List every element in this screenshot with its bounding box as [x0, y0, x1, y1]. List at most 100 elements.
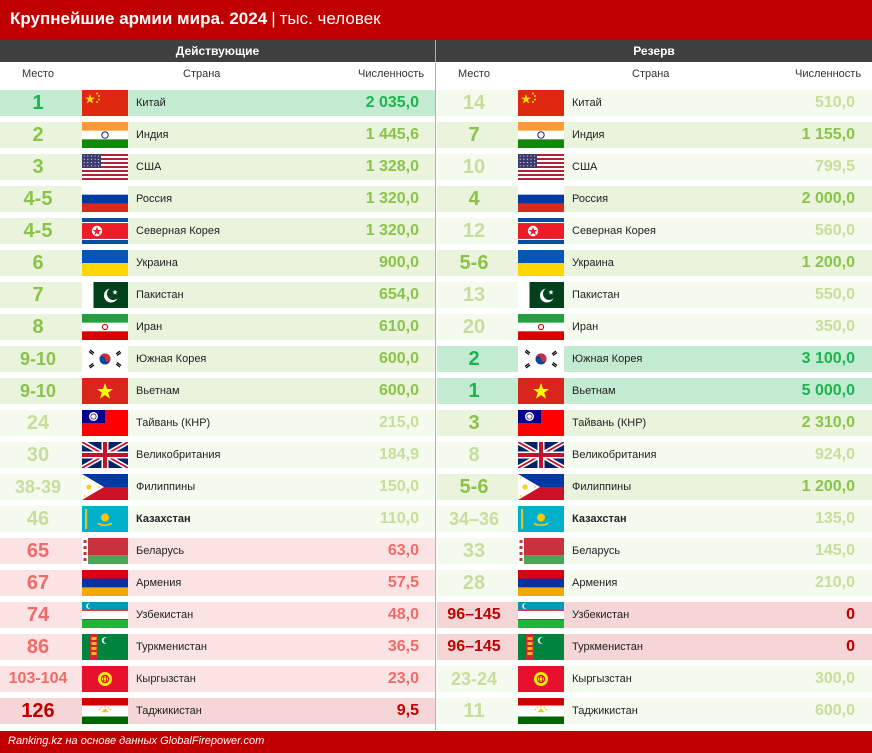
table-row-active: 46 Казахстан 110,0	[0, 506, 435, 532]
country-name-active: Китай	[136, 97, 166, 109]
rank-active: 4-5	[23, 220, 53, 242]
country-name-active: Армения	[136, 577, 182, 589]
count-value-active: 9,5	[396, 702, 419, 719]
flag-philippines-icon	[518, 474, 564, 500]
table-row-reserve: 96–145 Туркменистан 0	[437, 634, 872, 660]
flag-tajikistan-icon	[518, 698, 564, 724]
country-name-active: Тайвань (КНР)	[136, 417, 211, 429]
country-name-reserve: Туркменистан	[572, 641, 643, 653]
flag-iran-icon	[82, 314, 128, 340]
count-value-reserve: 0	[846, 638, 855, 655]
rank-reserve: 11	[463, 700, 485, 722]
count-value-active: 600,0	[378, 382, 419, 399]
country-name-active: Филиппины	[136, 481, 196, 493]
count-value-active: 1 320,0	[365, 222, 419, 239]
table-row-reserve: 1 Вьетнам 5 000,0	[437, 378, 872, 404]
count-value-reserve: 1 200,0	[801, 254, 855, 271]
country-name-active: Туркменистан	[136, 641, 207, 653]
flag-vietnam-icon	[82, 378, 128, 404]
title-bar: Крупнейшие армии мира. 2024 | тыс. человек	[0, 0, 872, 40]
count-value-reserve: 550,0	[814, 286, 855, 303]
rank-reserve: 28	[462, 572, 486, 594]
flag-usa-icon	[82, 154, 128, 180]
country-name-active: Таджикистан	[136, 705, 202, 717]
table-row-reserve: 13 Пакистан 550,0	[437, 282, 872, 308]
flag-uzbekistan-icon	[82, 602, 128, 628]
table-row-active: 9-10 Южная Корея 600,0	[0, 346, 435, 372]
count-value-reserve: 350,0	[814, 318, 855, 335]
rank-reserve: 96–145	[447, 638, 501, 655]
flag-india-icon	[82, 122, 128, 148]
flag-kazakhstan-icon	[82, 506, 128, 532]
footer-bar: Ranking.kz на основе данных GlobalFirepo…	[0, 731, 872, 753]
country-name-reserve: Иран	[572, 321, 599, 333]
table-row-reserve: 3 Тайвань (КНР) 2 310,0	[437, 410, 872, 436]
table-row-active: 1 Китай 2 035,0	[0, 90, 435, 116]
country-name-reserve: Беларусь	[572, 545, 621, 557]
rank-reserve: 8	[468, 444, 480, 466]
flag-russia-icon	[518, 186, 564, 212]
country-name-reserve: Филиппины	[572, 481, 632, 493]
country-name-active: Индия	[136, 129, 169, 141]
country-name-reserve: Вьетнам	[572, 385, 616, 397]
table-row-reserve: 5-6 Филиппины 1 200,0	[437, 474, 872, 500]
count-value-active: 48,0	[387, 606, 419, 623]
table-row-active: 74 Узбекистан 48,0	[0, 602, 435, 628]
count-value-active: 63,0	[387, 542, 419, 559]
count-value-reserve: 135,0	[814, 510, 855, 527]
country-name-reserve: Китай	[572, 97, 602, 109]
rank-reserve: 33	[462, 540, 486, 562]
title-main: Крупнейшие армии мира. 2024	[10, 9, 268, 28]
count-value-active: 1 445,6	[365, 126, 419, 143]
count-value-reserve: 3 100,0	[801, 350, 855, 367]
page-title: Крупнейшие армии мира. 2024 | тыс. человек	[10, 9, 381, 29]
country-name-reserve: Таджикистан	[572, 705, 638, 717]
country-name-reserve: Россия	[572, 193, 609, 205]
flag-tajikistan-icon	[82, 698, 128, 724]
table-row-active: 30 Великобритания 184,9	[0, 442, 435, 468]
rank-reserve: 96–145	[447, 606, 501, 623]
rank-active: 46	[26, 508, 50, 530]
rank-active: 67	[26, 572, 50, 594]
flag-turkmenistan-icon	[518, 634, 564, 660]
flag-turkmenistan-icon	[82, 634, 128, 660]
column-header-count-active: Численность	[358, 68, 425, 80]
flag-uk-icon	[82, 442, 128, 468]
country-name-reserve: США	[572, 161, 598, 173]
flag-kazakhstan-icon	[518, 506, 564, 532]
table-row-active: 24 Тайвань (КНР) 215,0	[0, 410, 435, 436]
count-value-reserve: 2 310,0	[801, 414, 855, 431]
column-header-count-reserve: Численность	[795, 68, 862, 80]
flag-armenia-icon	[82, 570, 128, 596]
table-row-active: 8 Иран 610,0	[0, 314, 435, 340]
table-row-reserve: 28 Армения 210,0	[437, 570, 872, 596]
table-row-active: 9-10 Вьетнам 600,0	[0, 378, 435, 404]
count-value-reserve: 1 200,0	[801, 478, 855, 495]
rank-reserve: 4	[468, 188, 480, 210]
rank-reserve: 10	[462, 156, 486, 178]
count-value-reserve: 145,0	[814, 542, 855, 559]
rank-active: 74	[26, 604, 50, 626]
country-name-active: Южная Корея	[136, 353, 207, 365]
count-value-active: 23,0	[387, 670, 419, 687]
table-row-reserve: 33 Беларусь 145,0	[437, 538, 872, 564]
count-value-reserve: 510,0	[814, 94, 855, 111]
rank-active: 1	[32, 92, 44, 114]
flag-pakistan-icon	[82, 282, 128, 308]
column-header-rank-active: Место	[22, 68, 54, 80]
flag-belarus-icon	[518, 538, 564, 564]
count-value-reserve: 924,0	[814, 446, 855, 463]
column-header-country-active: Страна	[183, 68, 221, 80]
title-separator: |	[271, 9, 276, 28]
count-value-active: 184,9	[378, 446, 419, 463]
table-row-active: 2 Индия 1 445,6	[0, 122, 435, 148]
country-name-active: Северная Корея	[136, 225, 220, 237]
flag-ukraine-icon	[518, 250, 564, 276]
table-row-reserve: 7 Индия 1 155,0	[437, 122, 872, 148]
rank-active: 38-39	[14, 477, 62, 497]
flag-taiwan-icon	[82, 410, 128, 436]
country-name-reserve: Армения	[572, 577, 618, 589]
country-name-reserve: Великобритания	[572, 449, 657, 461]
table-row-reserve: 5-6 Украина 1 200,0	[437, 250, 872, 276]
rank-active: 24	[26, 412, 50, 434]
